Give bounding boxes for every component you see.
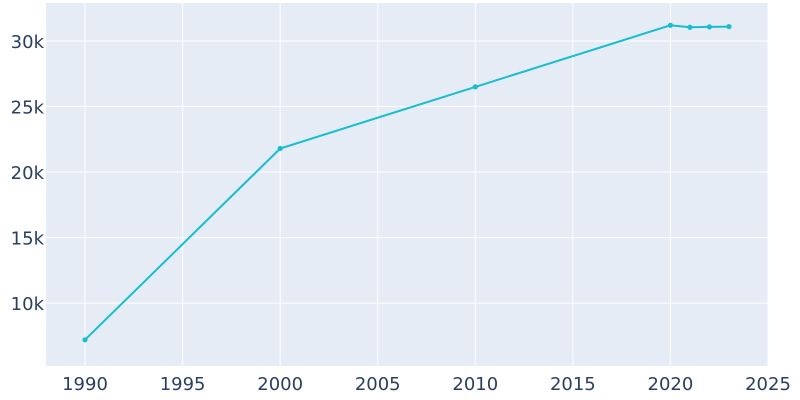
series-layer <box>82 22 732 343</box>
grid <box>46 3 769 366</box>
x-tick-label: 2015 <box>550 374 596 395</box>
x-tick-label: 2000 <box>257 374 303 395</box>
data-point[interactable] <box>667 22 674 28</box>
x-tick-label: 2010 <box>452 374 498 395</box>
x-tick-label: 2025 <box>745 374 791 395</box>
x-tick-label: 2005 <box>355 374 401 395</box>
y-tick-label: 20k <box>11 163 45 184</box>
y-axis-ticks: 10k 15k 20k 25k 30k <box>11 32 45 315</box>
data-point[interactable] <box>687 24 693 30</box>
data-point[interactable] <box>726 23 732 30</box>
x-tick-label: 1990 <box>62 374 108 395</box>
plot-area <box>46 3 768 366</box>
x-tick-label: 1995 <box>160 374 206 395</box>
y-tick-label: 30k <box>11 32 45 53</box>
y-tick-label: 25k <box>11 98 45 119</box>
data-point[interactable] <box>472 84 478 90</box>
x-axis-ticks: 1990 1995 2000 2005 2010 2015 2020 2025 <box>62 374 791 395</box>
data-point[interactable] <box>277 145 283 152</box>
data-point[interactable] <box>706 24 713 30</box>
data-point[interactable] <box>82 337 88 343</box>
y-tick-label: 10k <box>11 294 45 315</box>
x-tick-label: 2020 <box>648 374 694 395</box>
y-tick-label: 15k <box>11 229 45 250</box>
